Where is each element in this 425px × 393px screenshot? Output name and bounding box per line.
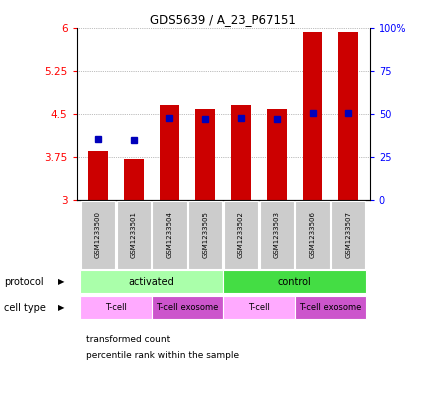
Text: GSM1233501: GSM1233501 xyxy=(131,211,137,258)
Bar xyxy=(152,296,223,319)
Bar xyxy=(231,105,251,200)
Text: cell type: cell type xyxy=(4,303,46,312)
Bar xyxy=(80,270,223,294)
Bar xyxy=(196,109,215,200)
Text: ▶: ▶ xyxy=(58,303,65,312)
Bar xyxy=(80,296,152,319)
Text: ▶: ▶ xyxy=(58,277,65,286)
Text: GSM1233500: GSM1233500 xyxy=(95,211,101,258)
Text: GSM1233504: GSM1233504 xyxy=(167,211,173,258)
Bar xyxy=(224,201,258,268)
Bar xyxy=(338,31,358,200)
Bar xyxy=(223,270,366,294)
Bar xyxy=(331,201,366,268)
Bar xyxy=(116,201,151,268)
Text: T-cell exosome: T-cell exosome xyxy=(156,303,218,312)
Bar xyxy=(295,296,366,319)
Bar xyxy=(124,159,144,200)
Text: protocol: protocol xyxy=(4,277,44,287)
Text: T-cell: T-cell xyxy=(248,303,270,312)
Bar xyxy=(267,109,286,200)
Text: T-cell exosome: T-cell exosome xyxy=(299,303,362,312)
Bar xyxy=(295,201,330,268)
Text: control: control xyxy=(278,277,312,287)
Text: transformed count: transformed count xyxy=(86,336,170,344)
Text: GSM1233503: GSM1233503 xyxy=(274,211,280,258)
Text: activated: activated xyxy=(129,277,175,287)
Text: percentile rank within the sample: percentile rank within the sample xyxy=(86,351,239,360)
Bar xyxy=(88,151,108,200)
Bar xyxy=(260,201,294,268)
Text: T-cell: T-cell xyxy=(105,303,127,312)
Bar xyxy=(81,201,115,268)
Bar xyxy=(152,201,187,268)
Bar xyxy=(160,105,179,200)
Bar xyxy=(188,201,222,268)
Title: GDS5639 / A_23_P67151: GDS5639 / A_23_P67151 xyxy=(150,13,296,26)
Text: GSM1233506: GSM1233506 xyxy=(309,211,315,258)
Text: GSM1233502: GSM1233502 xyxy=(238,211,244,258)
Bar xyxy=(223,296,295,319)
Text: GSM1233507: GSM1233507 xyxy=(345,211,351,258)
Bar xyxy=(303,32,323,200)
Text: GSM1233505: GSM1233505 xyxy=(202,211,208,258)
